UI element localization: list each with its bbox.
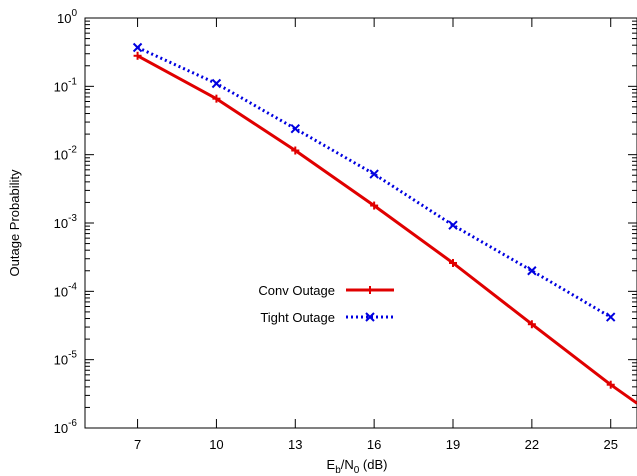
series-lines [136,46,637,405]
x-tick-label: 19 [446,437,460,452]
y-axis-ticks: 10-6 10-5 10-4 10-3 10-2 10-1 100 [54,8,637,436]
point-tight-outage-b [132,42,143,53]
y-tick-label: 10-2 [54,145,78,163]
point-tight-outage-b [290,123,300,134]
x-tick-label: 10 [209,437,223,452]
legend-label-tight-outage: Tight Outage [260,310,335,325]
x-tick-label: 7 [134,437,141,452]
point-tight-outage-b [527,266,537,276]
y-axis-title: Outage Probability [7,169,22,276]
legend-marker-conv-outage [366,286,374,294]
plot-frame [84,17,637,429]
legend: Conv Outage Tight Outage [258,283,394,325]
point-tight-outage-b [606,312,616,322]
y-tick-label: 10-5 [54,350,78,368]
series-markers [132,42,616,389]
x-axis-title: Eb/N0 (dB) [327,457,388,476]
legend-point-tight-outage-b [365,312,375,322]
y-tick-label: 10-3 [54,213,78,231]
y-tick-label: 100 [57,8,77,26]
legend-label-conv-outage: Conv Outage [258,283,335,298]
x-tick-label: 22 [525,437,539,452]
x-tick-label: 16 [367,437,381,452]
y-tick-label: 10-1 [54,76,78,94]
y-tick-label: 10-4 [54,281,78,299]
x-axis-ticks: 7 10 13 16 19 22 25 [134,18,618,452]
point-tight-outage-b [211,78,222,89]
point-tight-outage-b [369,169,379,179]
x-tick-label: 25 [603,437,617,452]
y-tick-label: 10-6 [54,418,78,436]
point-tight-outage-b [448,220,458,230]
series-line-conv-outage [136,54,637,405]
series-line-tight-outage [136,46,612,319]
legend-marker-tight-outage [365,312,375,322]
x-tick-label: 13 [288,437,302,452]
